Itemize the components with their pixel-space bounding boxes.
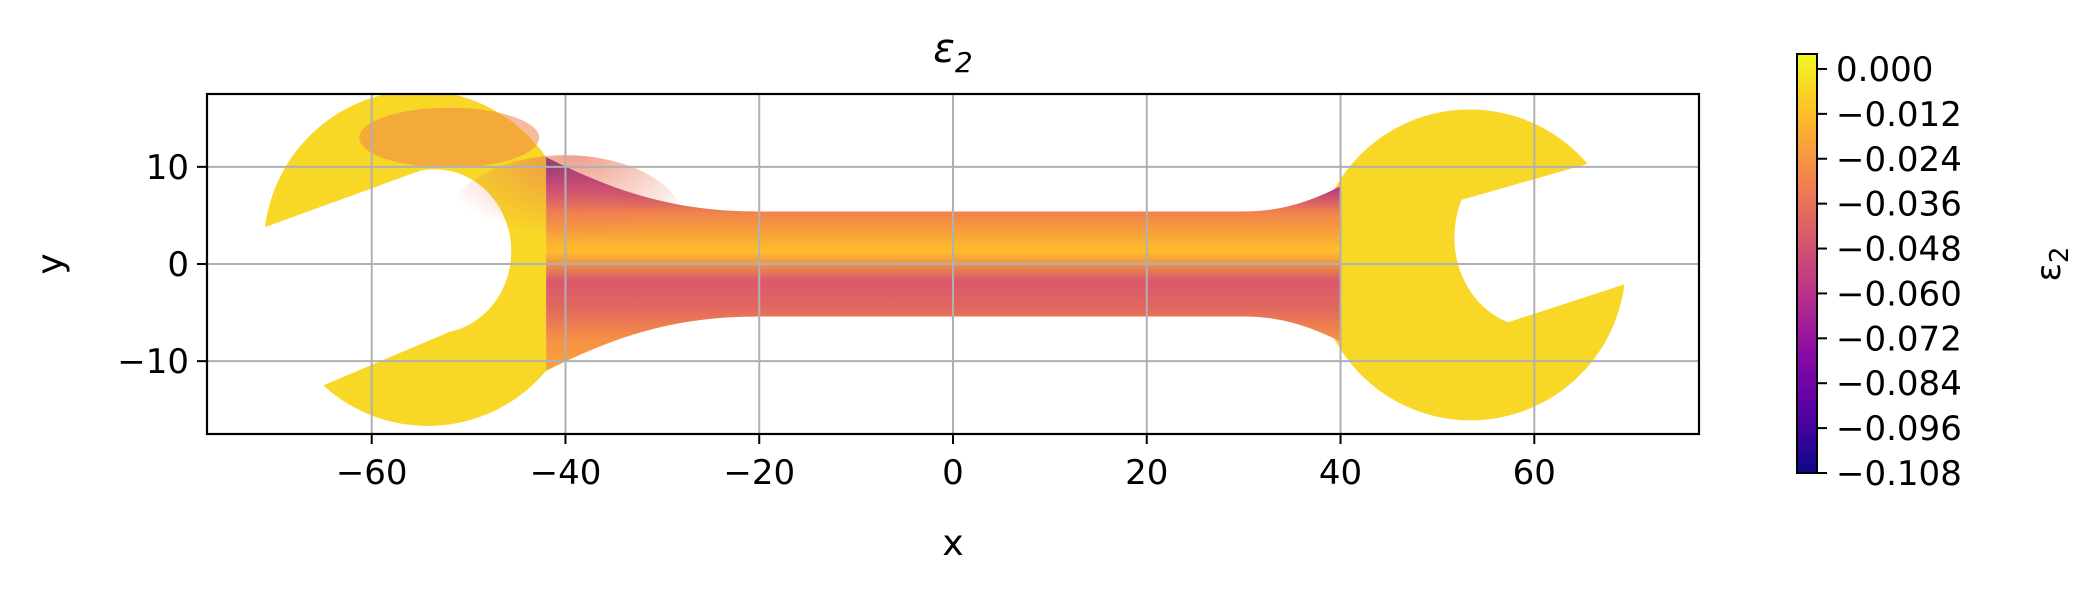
- y-axis-label: y: [30, 253, 71, 274]
- x-axis-label: x: [942, 523, 963, 564]
- colorbar-ticks: 0.000 −0.012 −0.024 −0.036 −0.048−0.060 −0.07…: [1817, 50, 1962, 494]
- colorbar: [1796, 53, 1818, 474]
- colorbar-tick-label: 0.000: [1836, 50, 1933, 90]
- chart-title: ε2: [933, 26, 972, 79]
- y-tick-label: 0: [167, 245, 189, 285]
- x-tick-label: −60: [336, 453, 408, 493]
- jaw-shading: [359, 107, 540, 168]
- left-jaw: [265, 94, 547, 426]
- x-tick-label: −20: [723, 453, 795, 493]
- colorbar-tick-label: −0.012: [1836, 95, 1962, 135]
- x-tick-label: 40: [1319, 453, 1362, 493]
- y-tick-label: −10: [117, 342, 189, 382]
- colorbar-tick-label: −0.024: [1836, 140, 1962, 180]
- colorbar-label: ε2: [2029, 247, 2075, 282]
- x-axis-ticks: −60 −40 −20 0 20 40 60: [336, 434, 1556, 493]
- grid-lines: [207, 94, 1699, 434]
- right-jaw: [1330, 109, 1625, 421]
- y-tick-label: 10: [146, 148, 189, 188]
- colorbar-tick-label: −0.072: [1836, 319, 1962, 359]
- x-tick-label: 0: [942, 453, 964, 493]
- x-tick-label: −40: [530, 453, 602, 493]
- colorbar-tick-label: −0.060: [1836, 274, 1962, 314]
- x-tick-label: 20: [1125, 453, 1168, 493]
- colorbar-tick-label: −0.036: [1836, 185, 1962, 225]
- x-tick-label: 60: [1513, 453, 1556, 493]
- colorbar-tick-label: −0.084: [1836, 364, 1962, 404]
- colorbar-tick-label: −0.108: [1836, 454, 1962, 494]
- colorbar-tick-label: −0.048: [1836, 230, 1962, 270]
- colorbar-tick-label: −0.096: [1836, 409, 1962, 449]
- y-axis-ticks: 10 0 −10: [117, 148, 207, 382]
